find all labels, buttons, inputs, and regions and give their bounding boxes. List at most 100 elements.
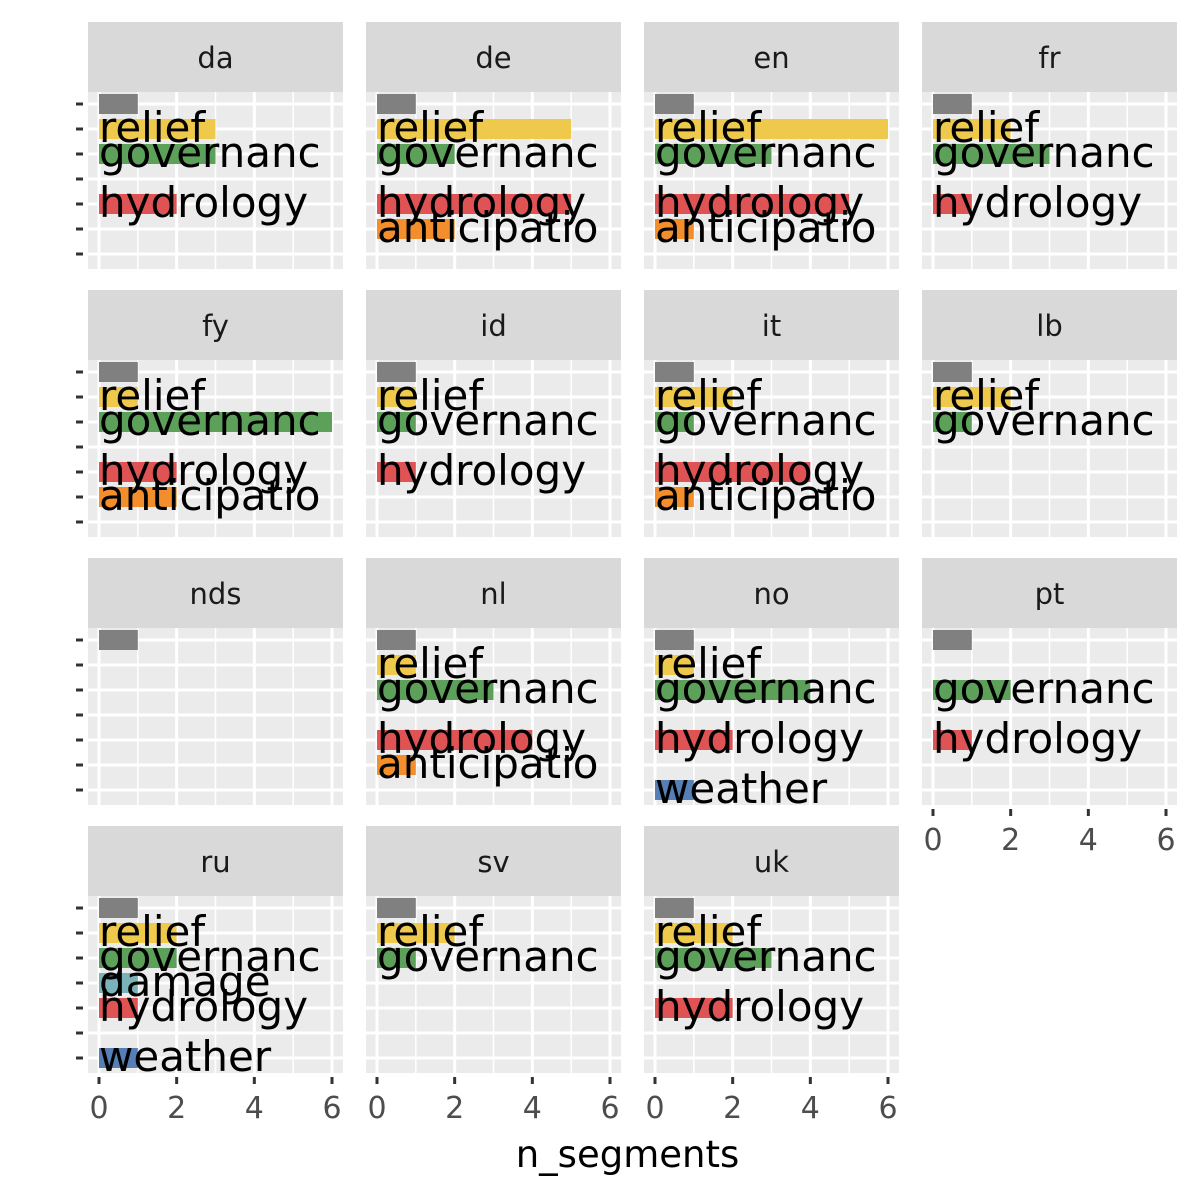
x-tick-label: 4 xyxy=(245,1091,264,1126)
bar-hydrology xyxy=(655,462,811,482)
bar-label: hydrology xyxy=(99,178,308,227)
facet-strip xyxy=(366,558,621,628)
facet-strip xyxy=(644,826,899,896)
bar-hydrology xyxy=(377,462,416,482)
bar-label: governanc xyxy=(377,128,599,177)
bar-hydrology xyxy=(99,998,138,1018)
bar-unlabeled xyxy=(99,94,138,114)
x-tick-label: 0 xyxy=(89,1091,108,1126)
bar-label: hydrology xyxy=(377,446,586,495)
bar-label: governanc xyxy=(377,664,599,713)
facet-strip-label: en xyxy=(753,41,789,75)
facet-strip-label: id xyxy=(480,309,506,343)
bar-damage xyxy=(99,973,138,993)
facet-strip-label: uk xyxy=(754,845,789,879)
x-tick-label: 0 xyxy=(367,1091,386,1126)
facet-strip-label: nds xyxy=(190,577,242,611)
bar-label: relief xyxy=(377,371,484,420)
bar-hydrology xyxy=(933,194,972,214)
bar-label: governanc xyxy=(377,396,599,445)
facet-strip xyxy=(644,558,899,628)
bar-hydrology xyxy=(99,462,177,482)
x-tick-label: 2 xyxy=(1001,823,1020,858)
bar-label: hydrology xyxy=(655,714,864,763)
bar-hydrology xyxy=(377,730,533,750)
bar-label: anticipatio xyxy=(377,739,598,788)
x-tick-label: 4 xyxy=(801,1091,820,1126)
bar-label: relief xyxy=(655,371,762,420)
bar-relief xyxy=(377,923,455,943)
bar-governance xyxy=(655,144,772,164)
bar-label: hydrology xyxy=(377,178,586,227)
bar-unlabeled xyxy=(655,898,694,918)
bar-label: governanc xyxy=(99,128,321,177)
bar-governance xyxy=(933,680,1011,700)
bar-label: governanc xyxy=(377,932,599,981)
x-tick-label: 2 xyxy=(167,1091,186,1126)
facet-strip xyxy=(88,826,343,896)
x-tick-label: 2 xyxy=(723,1091,742,1126)
bar-label: governanc xyxy=(933,128,1155,177)
facet-strip xyxy=(644,22,899,92)
bar-label: anticipatio xyxy=(655,471,876,520)
bar-label: governanc xyxy=(655,128,877,177)
facet-strip xyxy=(366,290,621,360)
bar-label: hydrology xyxy=(933,714,1142,763)
facet-strip-label: pt xyxy=(1035,577,1065,611)
bar-label: hydrology xyxy=(655,178,864,227)
bar-label: relief xyxy=(99,907,206,956)
bar-anticipation xyxy=(655,487,694,507)
bar-governance xyxy=(655,680,811,700)
facet-strip xyxy=(88,558,343,628)
bar-relief xyxy=(99,119,216,139)
bar-hydrology xyxy=(655,730,733,750)
bar-relief xyxy=(377,387,416,407)
bar-label: relief xyxy=(99,371,206,420)
facet-strip xyxy=(88,290,343,360)
bar-label: hydrology xyxy=(99,982,308,1031)
bar-relief xyxy=(655,655,694,675)
facet-strip-label: de xyxy=(475,41,511,75)
bar-hydrology xyxy=(655,194,850,214)
bar-unlabeled xyxy=(377,630,416,650)
bar-label: anticipatio xyxy=(655,203,876,252)
facet-strip xyxy=(922,558,1177,628)
facet-strip-label: sv xyxy=(477,845,509,879)
bar-governance xyxy=(377,948,416,968)
bar-label: relief xyxy=(377,907,484,956)
bar-label: hydrology xyxy=(655,982,864,1031)
bar-unlabeled xyxy=(377,898,416,918)
x-tick-label: 0 xyxy=(645,1091,664,1126)
bar-label: damage xyxy=(99,957,271,1006)
bar-label: hydrology xyxy=(377,714,586,763)
bar-label: governanc xyxy=(655,664,877,713)
bar-relief xyxy=(655,387,733,407)
bar-hydrology xyxy=(933,730,972,750)
bar-relief xyxy=(933,119,1011,139)
bar-relief xyxy=(377,655,416,675)
x-axis-title: n_segments xyxy=(516,1133,740,1176)
bar-label: relief xyxy=(655,639,762,688)
bar-governance xyxy=(933,412,972,432)
bar-governance xyxy=(377,680,494,700)
bar-label: relief xyxy=(377,103,484,152)
bar-anticipation xyxy=(377,755,416,775)
bar-unlabeled xyxy=(933,94,972,114)
bar-label: governanc xyxy=(99,396,321,445)
facet-strip-label: ru xyxy=(200,845,230,879)
bar-relief xyxy=(655,119,888,139)
x-tick-label: 4 xyxy=(1079,823,1098,858)
bar-governance xyxy=(99,144,216,164)
bar-label: relief xyxy=(377,639,484,688)
